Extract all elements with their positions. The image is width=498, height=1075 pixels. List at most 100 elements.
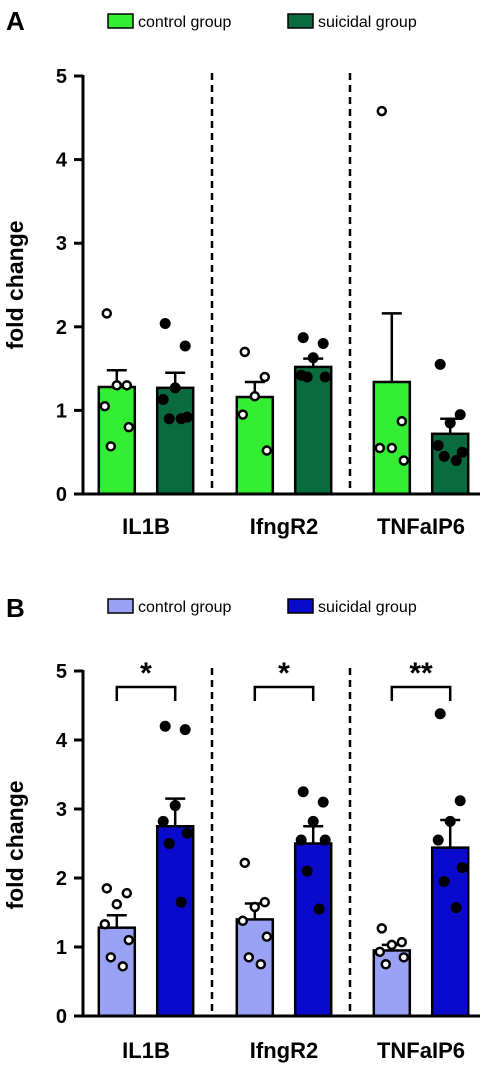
panel-b-tnfaip6-significance-label: ** [409, 657, 433, 690]
panel-b-y-axis-label: fold change [2, 780, 28, 909]
panel-b-tnfaip6-suicidal-group-point-0 [434, 708, 446, 720]
panel-a-y-tick-label-4: 4 [56, 150, 68, 172]
panel-a-tnfaip6-suicidal-group-point-3 [432, 440, 444, 452]
panel-b-il1b-control-group-point-6 [117, 961, 129, 972]
panel-b-tnfaip6-suicidal-group-point-5 [438, 875, 450, 887]
panel-a-tnfaip6-suicidal-group-point-4 [456, 446, 468, 458]
panel-b-tnfaip6-suicidal-group-point-1 [454, 795, 466, 807]
panel-a-y-tick-label-3: 3 [56, 233, 67, 255]
panel-b-ifngr2-suicidal-group-point-2 [307, 815, 319, 827]
panel-b-ifngr2-suicidal-group-point-3 [295, 834, 307, 846]
panel-b-il1b-suicidal-group-bar [155, 825, 195, 1018]
panel-b-x-tick-label-il1b: IL1B [122, 1038, 170, 1063]
panel-a-ifngr2-suicidal-group-point-0 [297, 332, 309, 344]
panel-b-il1b-significance-label: * [140, 657, 152, 690]
panel-b-y-tick-label-4: 4 [56, 730, 68, 752]
panel-a-ifngr2-suicidal-group-point-1 [317, 338, 329, 350]
panel-a-il1b-suicidal-group-point-0 [159, 317, 171, 329]
panel-b: B fold change control group suicidal grou… [2, 593, 480, 1063]
panel-a-il1b-suicidal-group-point-2 [169, 382, 181, 394]
panel-a-il1b-control-group-point-1 [121, 380, 133, 391]
panel-b-tnfaip6-control-group-point-5 [380, 959, 392, 970]
panel-b-il1b-suicidal-group-point-1 [179, 724, 191, 736]
panel-b-legend-label-suicidal-group: suicidal group [318, 599, 417, 616]
panel-b-tnfaip6-control-group-point-1 [396, 936, 408, 948]
panel-a-y-axis-label: fold change [2, 220, 28, 349]
panel-b-il1b-suicidal-group-point-6 [175, 896, 187, 908]
panel-a-tnfaip6-suicidal-group-point-6 [450, 455, 462, 467]
panel-a-il1b-control-group-point-4 [123, 421, 135, 433]
panel-a-y-tick-label-1: 1 [56, 400, 67, 422]
panel-b-il1b-control-group-point-3 [99, 918, 111, 930]
panel-a-tnfaip6-control-group-point-0 [376, 105, 388, 117]
panel-b-tnfaip6-control-group-point-0 [376, 923, 388, 934]
panel-a-legend-swatch-suicidal-group [287, 13, 314, 29]
panel-a-ifngr2-suicidal-group-point-4 [319, 371, 331, 383]
panel-b-il1b-control-group-point-0 [101, 883, 113, 894]
panel-b-tnfaip6-suicidal-group-point-6 [450, 902, 462, 914]
panel-a-il1b-control-group-point-0 [101, 308, 113, 319]
panel-a-il1b-suicidal-group-point-6 [175, 413, 187, 425]
panel-b-letter: B [6, 593, 25, 623]
panel-b-ifngr2-suicidal-group-point-4 [319, 834, 331, 846]
panel-b-ifngr2-suicidal-group-point-5 [301, 865, 313, 877]
panel-a-ifngr2-control-group-point-1 [259, 371, 271, 383]
panel-b-il1b-significance-bracket [115, 685, 177, 701]
panel-a-ifngr2-suicidal-group-point-2 [307, 352, 319, 364]
panel-b-tnfaip6-suicidal-group-point-3 [432, 834, 444, 846]
panel-b-ifngr2-control-group-point-2 [249, 901, 261, 913]
panel-b-tnfaip6-control-group-point-2 [386, 939, 398, 951]
panel-a-il1b-control-group-point-2 [111, 380, 123, 391]
panel-a-ifngr2-control-group-point-4 [261, 445, 273, 456]
panel-a-ifngr2-control-group-point-3 [237, 409, 249, 420]
panel-b-ifngr2-control-group-point-1 [259, 896, 271, 908]
panel-b-y-tick-label-3: 3 [56, 799, 67, 821]
panel-b-y-tick-label-1: 1 [56, 937, 67, 959]
panel-b-ifngr2-suicidal-group-point-1 [317, 796, 329, 808]
panel-b-legend-swatch-suicidal-group [287, 598, 314, 614]
panel-b-il1b-suicidal-group-point-3 [157, 815, 169, 827]
panel-b-il1b-suicidal-group-point-2 [169, 800, 181, 812]
panel-b-tnfaip6-control-group-point-3 [374, 946, 386, 958]
panel-a-x-tick-label-il1b: IL1B [122, 514, 170, 539]
panel-b-ifngr2-control-group-point-6 [255, 959, 267, 970]
panel-a-il1b-suicidal-group-point-3 [157, 394, 169, 406]
panel-a-tnfaip6-control-group-point-2 [386, 442, 398, 454]
panel-a-tnfaip6-control-group-point-3 [374, 442, 386, 454]
panel-a-y-tick-label-5: 5 [56, 66, 67, 88]
panel-b-il1b-control-group-point-5 [105, 952, 117, 963]
panel-b-legend-label-control-group: control group [138, 599, 231, 616]
panel-a-ifngr2-suicidal-group-bar [293, 365, 333, 496]
panel-b-ifngr2-significance-bracket [253, 685, 315, 701]
panel-b-ifngr2-suicidal-group-point-6 [313, 903, 325, 915]
panel-a: A fold change control group suicidal grou… [2, 6, 480, 539]
panel-b-y-tick-label-0: 0 [56, 1006, 67, 1028]
panel-a-legend-label-suicidal-group: suicidal group [318, 14, 417, 31]
panel-b-ifngr2-control-group-point-3 [237, 915, 249, 927]
panel-b-tnfaip6-suicidal-group-point-2 [444, 815, 456, 827]
panel-b-ifngr2-control-group-bar [235, 918, 275, 1018]
panel-a-ifngr2-suicidal-group-point-5 [301, 371, 313, 383]
panel-b-y-tick-label-5: 5 [56, 661, 67, 683]
panel-b-tnfaip6-suicidal-group-bar [430, 846, 470, 1018]
panel-b-ifngr2-suicidal-group-bar [293, 842, 333, 1018]
panel-a-ifngr2-control-group-point-2 [249, 390, 261, 402]
panel-b-legend-swatch-control-group [107, 598, 134, 614]
panel-b-tnfaip6-significance-bracket [390, 685, 452, 701]
panel-a-tnfaip6-control-group-bar [372, 380, 412, 496]
panel-a-il1b-suicidal-group-point-1 [179, 340, 191, 352]
panel-a-tnfaip6-suicidal-group-point-2 [444, 417, 456, 429]
panel-b-il1b-control-group-point-1 [121, 887, 133, 899]
panel-b-il1b-suicidal-group-point-0 [159, 720, 171, 732]
panel-a-il1b-control-group-point-3 [99, 400, 111, 412]
panel-b-ifngr2-significance-label: * [278, 657, 290, 690]
panel-a-tnfaip6-control-group-point-1 [396, 416, 408, 427]
panel-a-il1b-control-group-point-5 [105, 441, 117, 452]
panel-b-ifngr2-control-group-point-0 [239, 857, 251, 869]
panel-a-tnfaip6-suicidal-group-point-5 [438, 450, 450, 462]
panel-a-tnfaip6-suicidal-group-point-0 [434, 358, 446, 370]
panel-b-il1b-suicidal-group-point-4 [181, 827, 193, 839]
panel-a-x-tick-label-tnfaip6: TNFaIP6 [377, 514, 465, 539]
panel-a-legend-label-control-group: control group [138, 14, 231, 31]
